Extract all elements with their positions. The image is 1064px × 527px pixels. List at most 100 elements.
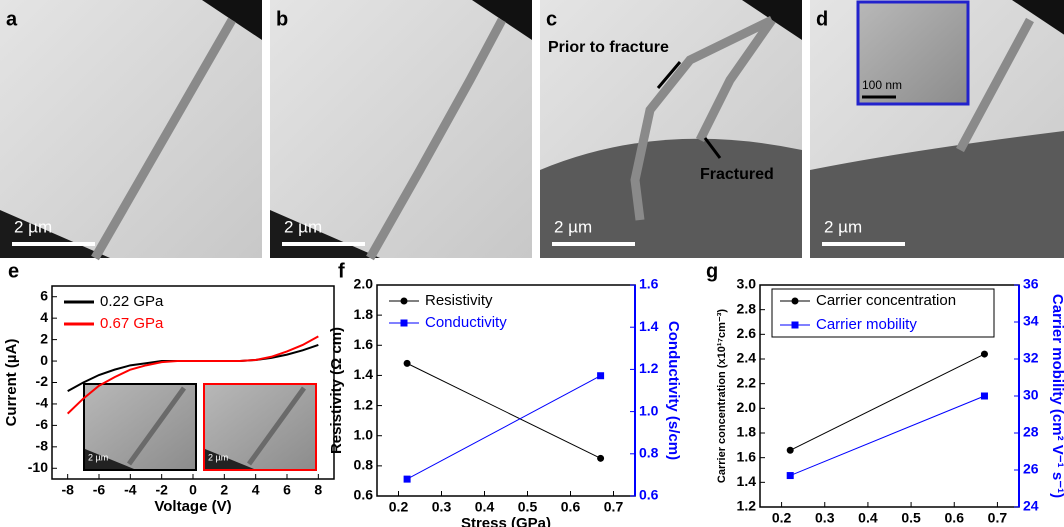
annotation: Prior to fracture — [548, 39, 669, 56]
marker — [597, 454, 605, 462]
x-tick-label: 0.5 — [518, 499, 538, 515]
x-axis-label: Stress (GPa) — [461, 515, 551, 527]
x-tick-label: -4 — [124, 482, 137, 498]
scale-bar-label: 2 µm — [14, 217, 52, 236]
y-axis-label: Resistivity (Ω cm) — [328, 327, 345, 454]
marker — [980, 392, 988, 400]
y-tick-label: 2.8 — [737, 300, 757, 316]
y2-tick-label: 36 — [1023, 276, 1039, 292]
y-tick-label: -8 — [36, 438, 49, 454]
scale-bar-label: 2 µm — [284, 217, 322, 236]
panel-label: d — [816, 8, 828, 30]
y2-tick-label: 26 — [1023, 461, 1039, 477]
y-tick-label: 1.0 — [354, 426, 374, 442]
micrograph: d 2 µm 100 nm — [810, 0, 1064, 258]
y2-tick-label: 28 — [1023, 424, 1039, 440]
x-tick-label: -6 — [93, 482, 106, 498]
y-axis-label: Carrier concentration (x10¹⁷cm⁻³) — [716, 309, 728, 484]
scale-bar-label: 2 µm — [824, 217, 862, 236]
nanowire — [630, 15, 774, 221]
x-tick-label: 0.6 — [561, 499, 581, 515]
marker — [403, 359, 411, 367]
arrow — [656, 61, 682, 89]
y-tick-label: 0.6 — [354, 487, 374, 503]
dark-region — [85, 449, 134, 469]
marker — [786, 446, 794, 454]
marker — [597, 372, 605, 380]
y-tick-label: 6 — [40, 287, 48, 303]
y-tick-label: 2.0 — [354, 276, 374, 292]
y-tick-label: 1.2 — [354, 396, 374, 412]
legend-frame — [771, 288, 995, 338]
legend-label: Conductivity — [425, 314, 507, 331]
y-tick-label: 3.0 — [737, 276, 757, 292]
panel-label: e — [8, 260, 19, 282]
y2-axis-label: Conductivity (s/cm) — [665, 321, 682, 460]
y2-tick-label: 1.4 — [639, 318, 659, 334]
panel-label: c — [546, 8, 557, 30]
series-line — [790, 395, 985, 477]
x-tick-label: 0.2 — [389, 499, 409, 515]
x-axis-label: Voltage (V) — [154, 498, 231, 515]
x-tick-label: 0.7 — [604, 499, 624, 515]
y2-tick-label: 24 — [1023, 498, 1039, 514]
scale-bar-label: 2 µm — [208, 452, 228, 462]
panel-label: a — [6, 8, 18, 30]
x-tick-label: 0.4 — [858, 510, 878, 526]
x-tick-label: 0.4 — [475, 499, 495, 515]
micrograph: b 2 µm — [270, 0, 532, 261]
x-tick-label: 0.3 — [815, 510, 835, 526]
scale-bar-label: 2 µm — [554, 217, 592, 236]
y-tick-label: 0.8 — [354, 457, 374, 473]
y-tick-label: 2.0 — [737, 399, 757, 415]
legend-marker — [791, 321, 799, 329]
legend-label: Carrier mobility — [816, 316, 917, 333]
legend-label: Resistivity — [425, 292, 493, 309]
legend-label: Carrier concentration — [816, 292, 956, 309]
x-tick-label: -8 — [61, 482, 74, 498]
nanowire — [246, 386, 307, 466]
nanowire — [695, 17, 776, 143]
x-tick-label: 4 — [252, 482, 260, 498]
y-tick-label: 1.4 — [354, 366, 374, 382]
dark-region — [810, 130, 1064, 258]
y2-tick-label: 0.8 — [639, 445, 659, 461]
nanowire — [126, 386, 187, 466]
y-tick-label: 2.2 — [737, 374, 757, 390]
nanowire — [956, 17, 1034, 153]
y-tick-label: 1.4 — [737, 473, 757, 489]
micrograph: a 2 µm — [0, 0, 262, 261]
series-line — [406, 362, 601, 459]
y2-tick-label: 1.6 — [639, 276, 659, 292]
marker — [403, 475, 411, 483]
legend-label: 0.22 GPa — [100, 293, 164, 310]
nanowire — [91, 17, 236, 261]
nanowire — [366, 17, 506, 261]
y-tick-label: -6 — [36, 416, 49, 432]
series-line — [66, 335, 319, 415]
series-line — [406, 375, 601, 480]
y-tick-label: -10 — [28, 459, 48, 475]
y2-axis-label: Carrier mobility (cm² V⁻¹ s⁻¹) — [1049, 294, 1064, 498]
y-tick-label: 2 — [40, 330, 48, 346]
x-tick-label: 0.5 — [901, 510, 921, 526]
y2-tick-label: 34 — [1023, 313, 1039, 329]
y-tick-label: 2.6 — [737, 325, 757, 341]
y2-tick-label: 1.0 — [639, 402, 659, 418]
y-tick-label: 1.2 — [737, 498, 757, 514]
marker — [786, 472, 794, 480]
marker — [980, 350, 988, 358]
x-tick-label: 0.3 — [432, 499, 452, 515]
scale-bar-label: 100 nm — [862, 78, 902, 92]
y-axis-label: Current (µA) — [3, 339, 20, 427]
y2-tick-label: 32 — [1023, 350, 1039, 366]
series-line — [789, 353, 985, 451]
x-tick-label: 0.6 — [945, 510, 965, 526]
legend-marker — [791, 297, 799, 305]
legend-label: 0.67 GPa — [100, 315, 164, 332]
y2-tick-label: 1.2 — [639, 360, 659, 376]
x-tick-label: 0 — [189, 482, 197, 498]
legend-marker — [400, 319, 408, 327]
